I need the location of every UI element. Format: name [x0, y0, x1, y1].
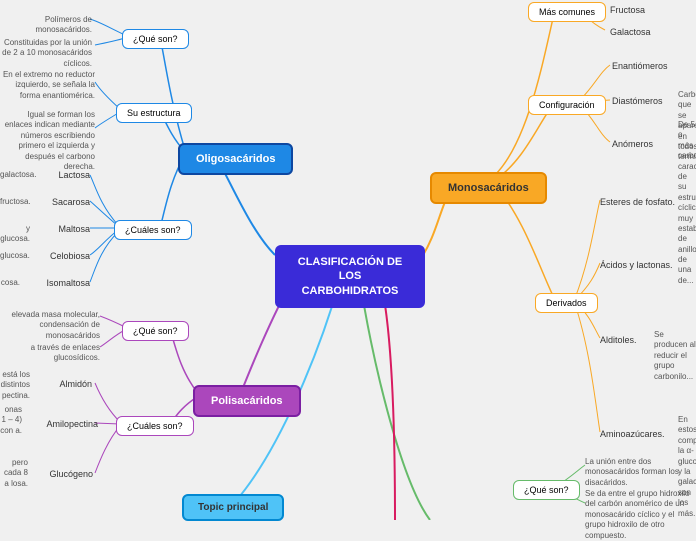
leaf-amilopectina: Amilopectina [40, 419, 98, 429]
leaf-oligo-2: Constituidas por la unión de 2 a 10 mono… [0, 38, 92, 69]
sub-poli-cuales[interactable]: ¿Cuáles son? [116, 416, 194, 436]
leaf-anomeros-desc: De 5 o más carbonos, característica de s… [678, 120, 696, 286]
branch-topic[interactable]: Topic principal [182, 494, 284, 521]
leaf-galactosa: Galactosa [610, 27, 651, 37]
sub-disac-que-son[interactable]: ¿Qué son? [513, 480, 580, 500]
leaf-diastomeros: Diastómeros [612, 96, 663, 106]
branch-monosacaridos[interactable]: Monosacáridos [430, 172, 547, 204]
leaf-fructosa: Fructosa [610, 5, 645, 15]
leaf-celobiosa-desc: glucosa. [0, 251, 25, 261]
leaf-anomeros: Anómeros [612, 139, 653, 149]
leaf-disac-2: Se da entre el grupo hidroxilo del carbó… [585, 489, 695, 541]
sub-label: ¿Cuáles son? [127, 421, 183, 431]
leaf-enantiomeros: Enantiómeros [612, 61, 668, 71]
sub-oligo-que-son[interactable]: ¿Qué son? [122, 29, 189, 49]
sub-configuracion[interactable]: Configuración [528, 95, 606, 115]
sub-estructura[interactable]: Su estructura [116, 103, 192, 123]
branch-label: Topic principal [198, 502, 268, 513]
branch-label: Polisacáridos [211, 395, 283, 407]
leaf-isomaltosa: Isomaltosa [42, 278, 90, 288]
branch-oligosacaridos[interactable]: Oligosacáridos [178, 143, 293, 175]
sub-label: Derivados [546, 298, 587, 308]
leaf-amilopectina-desc: onas 1 – 4) con a. [0, 405, 22, 436]
leaf-celobiosa: Celobiosa [45, 251, 90, 261]
leaf-acidos: Ácidos y lactonas. [600, 260, 673, 270]
leaf-alditoles-desc: Se producen al reducir el grupo carbonil… [654, 330, 696, 382]
branch-label: Oligosacáridos [196, 153, 275, 165]
sub-label: ¿Qué son? [524, 485, 569, 495]
leaf-sacarosa-desc: fructosa. [0, 197, 28, 207]
sub-label: Más comunes [539, 7, 595, 17]
center-title: CLASIFICACIÓN DE LOS CARBOHIDRATOS [293, 255, 407, 298]
leaf-isomaltosa-desc: cosa. [0, 278, 20, 288]
leaf-amino: Aminoazúcares. [600, 429, 665, 439]
sub-label: Su estructura [127, 108, 181, 118]
center-node[interactable]: CLASIFICACIÓN DE LOS CARBOHIDRATOS [275, 245, 425, 308]
leaf-oligo-1: Polímeros de monosacáridos. [0, 15, 92, 36]
sub-mas-comunes[interactable]: Más comunes [528, 2, 606, 22]
leaf-poli-2: a través de enlaces glucosídicos. [0, 343, 100, 364]
leaf-alditoles: Alditoles. [600, 335, 637, 345]
leaf-poli-1: elevada masa molecular, condensación de … [0, 310, 100, 341]
sub-label: ¿Qué son? [133, 34, 178, 44]
leaf-lactosa: Lactosa [55, 170, 90, 180]
leaf-glucogeno-desc: pero cada 8 a losa. [0, 458, 28, 489]
leaf-estruc-1: En el extremo no reductor izquierdo, se … [0, 70, 95, 101]
leaf-maltosa: Maltosa [53, 224, 90, 234]
leaf-disac-1: La unión entre dos monosacáridos forman … [585, 457, 690, 488]
sub-oligo-cuales[interactable]: ¿Cuáles son? [114, 220, 192, 240]
sub-derivados[interactable]: Derivados [535, 293, 598, 313]
leaf-lactosa-desc: galactosa. [0, 170, 30, 180]
sub-label: Configuración [539, 100, 595, 110]
branch-polisacaridos[interactable]: Polisacáridos [193, 385, 301, 417]
leaf-maltosa-desc: y glucosa. [0, 224, 30, 245]
branch-label: Monosacáridos [448, 182, 529, 194]
leaf-almidon: Almidón [52, 379, 92, 389]
sub-label: ¿Qué son? [133, 326, 178, 336]
sub-label: ¿Cuáles son? [125, 225, 181, 235]
leaf-esteres: Esteres de fosfato. [600, 197, 675, 207]
leaf-glucogeno: Glucógeno [45, 469, 93, 479]
leaf-estruc-2: Igual se forman los enlaces indican medi… [0, 110, 95, 172]
leaf-almidon-desc: está los distintos pectina. [0, 370, 30, 401]
sub-poli-que-son[interactable]: ¿Qué son? [122, 321, 189, 341]
leaf-sacarosa: Sacarosa [50, 197, 90, 207]
